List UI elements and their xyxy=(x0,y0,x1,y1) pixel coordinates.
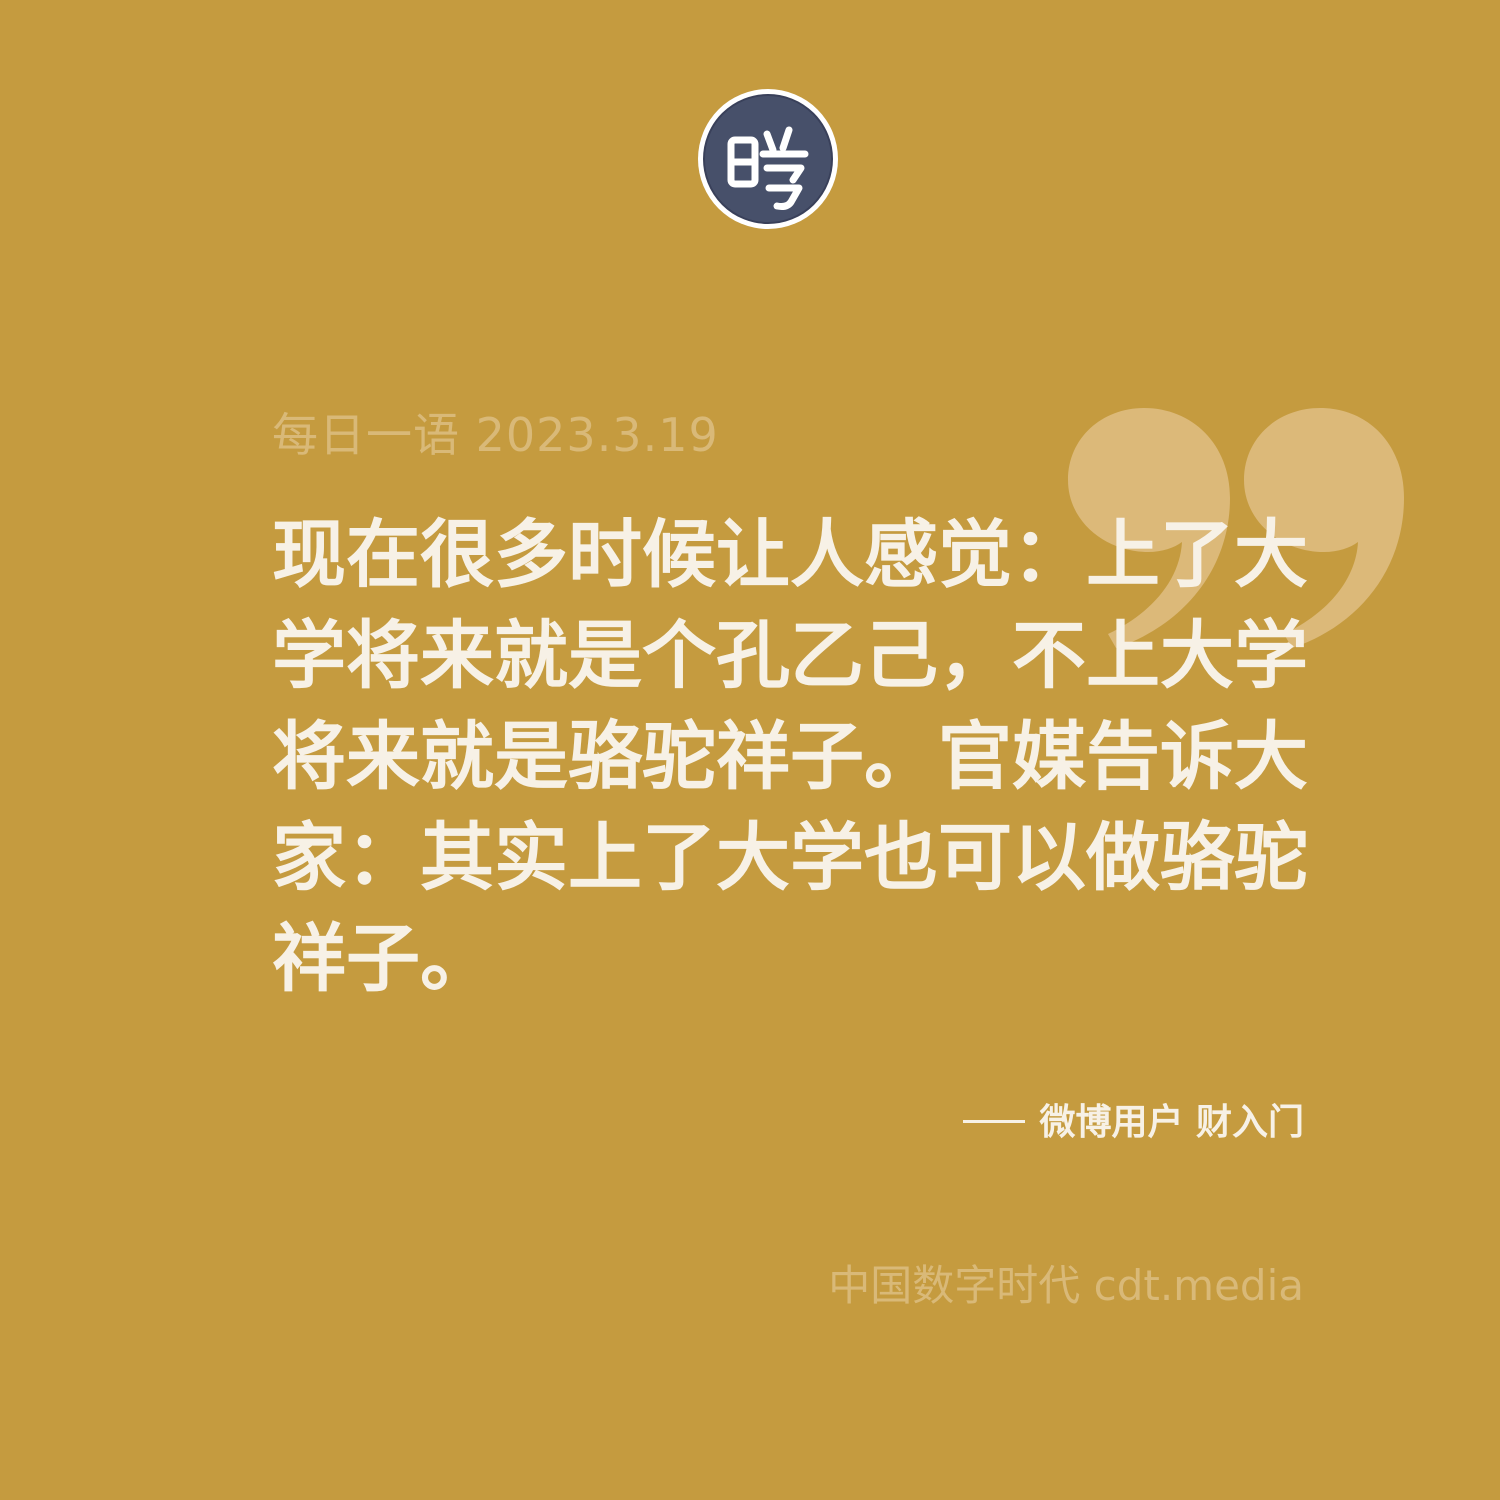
attribution-text: 微博用户 财入门 xyxy=(1039,1102,1304,1143)
date-label: 每日一语 2023.3.19 xyxy=(272,408,719,462)
quote-text: 现在很多时候让人感觉：上了大学将来就是个孔乙己，不上大学将来就是骆驼祥子。官媒告… xyxy=(272,512,1308,1002)
attribution: 微博用户 财入门 xyxy=(963,1098,1304,1148)
footer-credit: 中国数字时代 cdt.media xyxy=(828,1261,1304,1310)
closing-quote-mark-icon xyxy=(1062,402,1407,652)
attribution-dash xyxy=(963,1119,1026,1123)
seal-logo-icon xyxy=(697,88,839,230)
